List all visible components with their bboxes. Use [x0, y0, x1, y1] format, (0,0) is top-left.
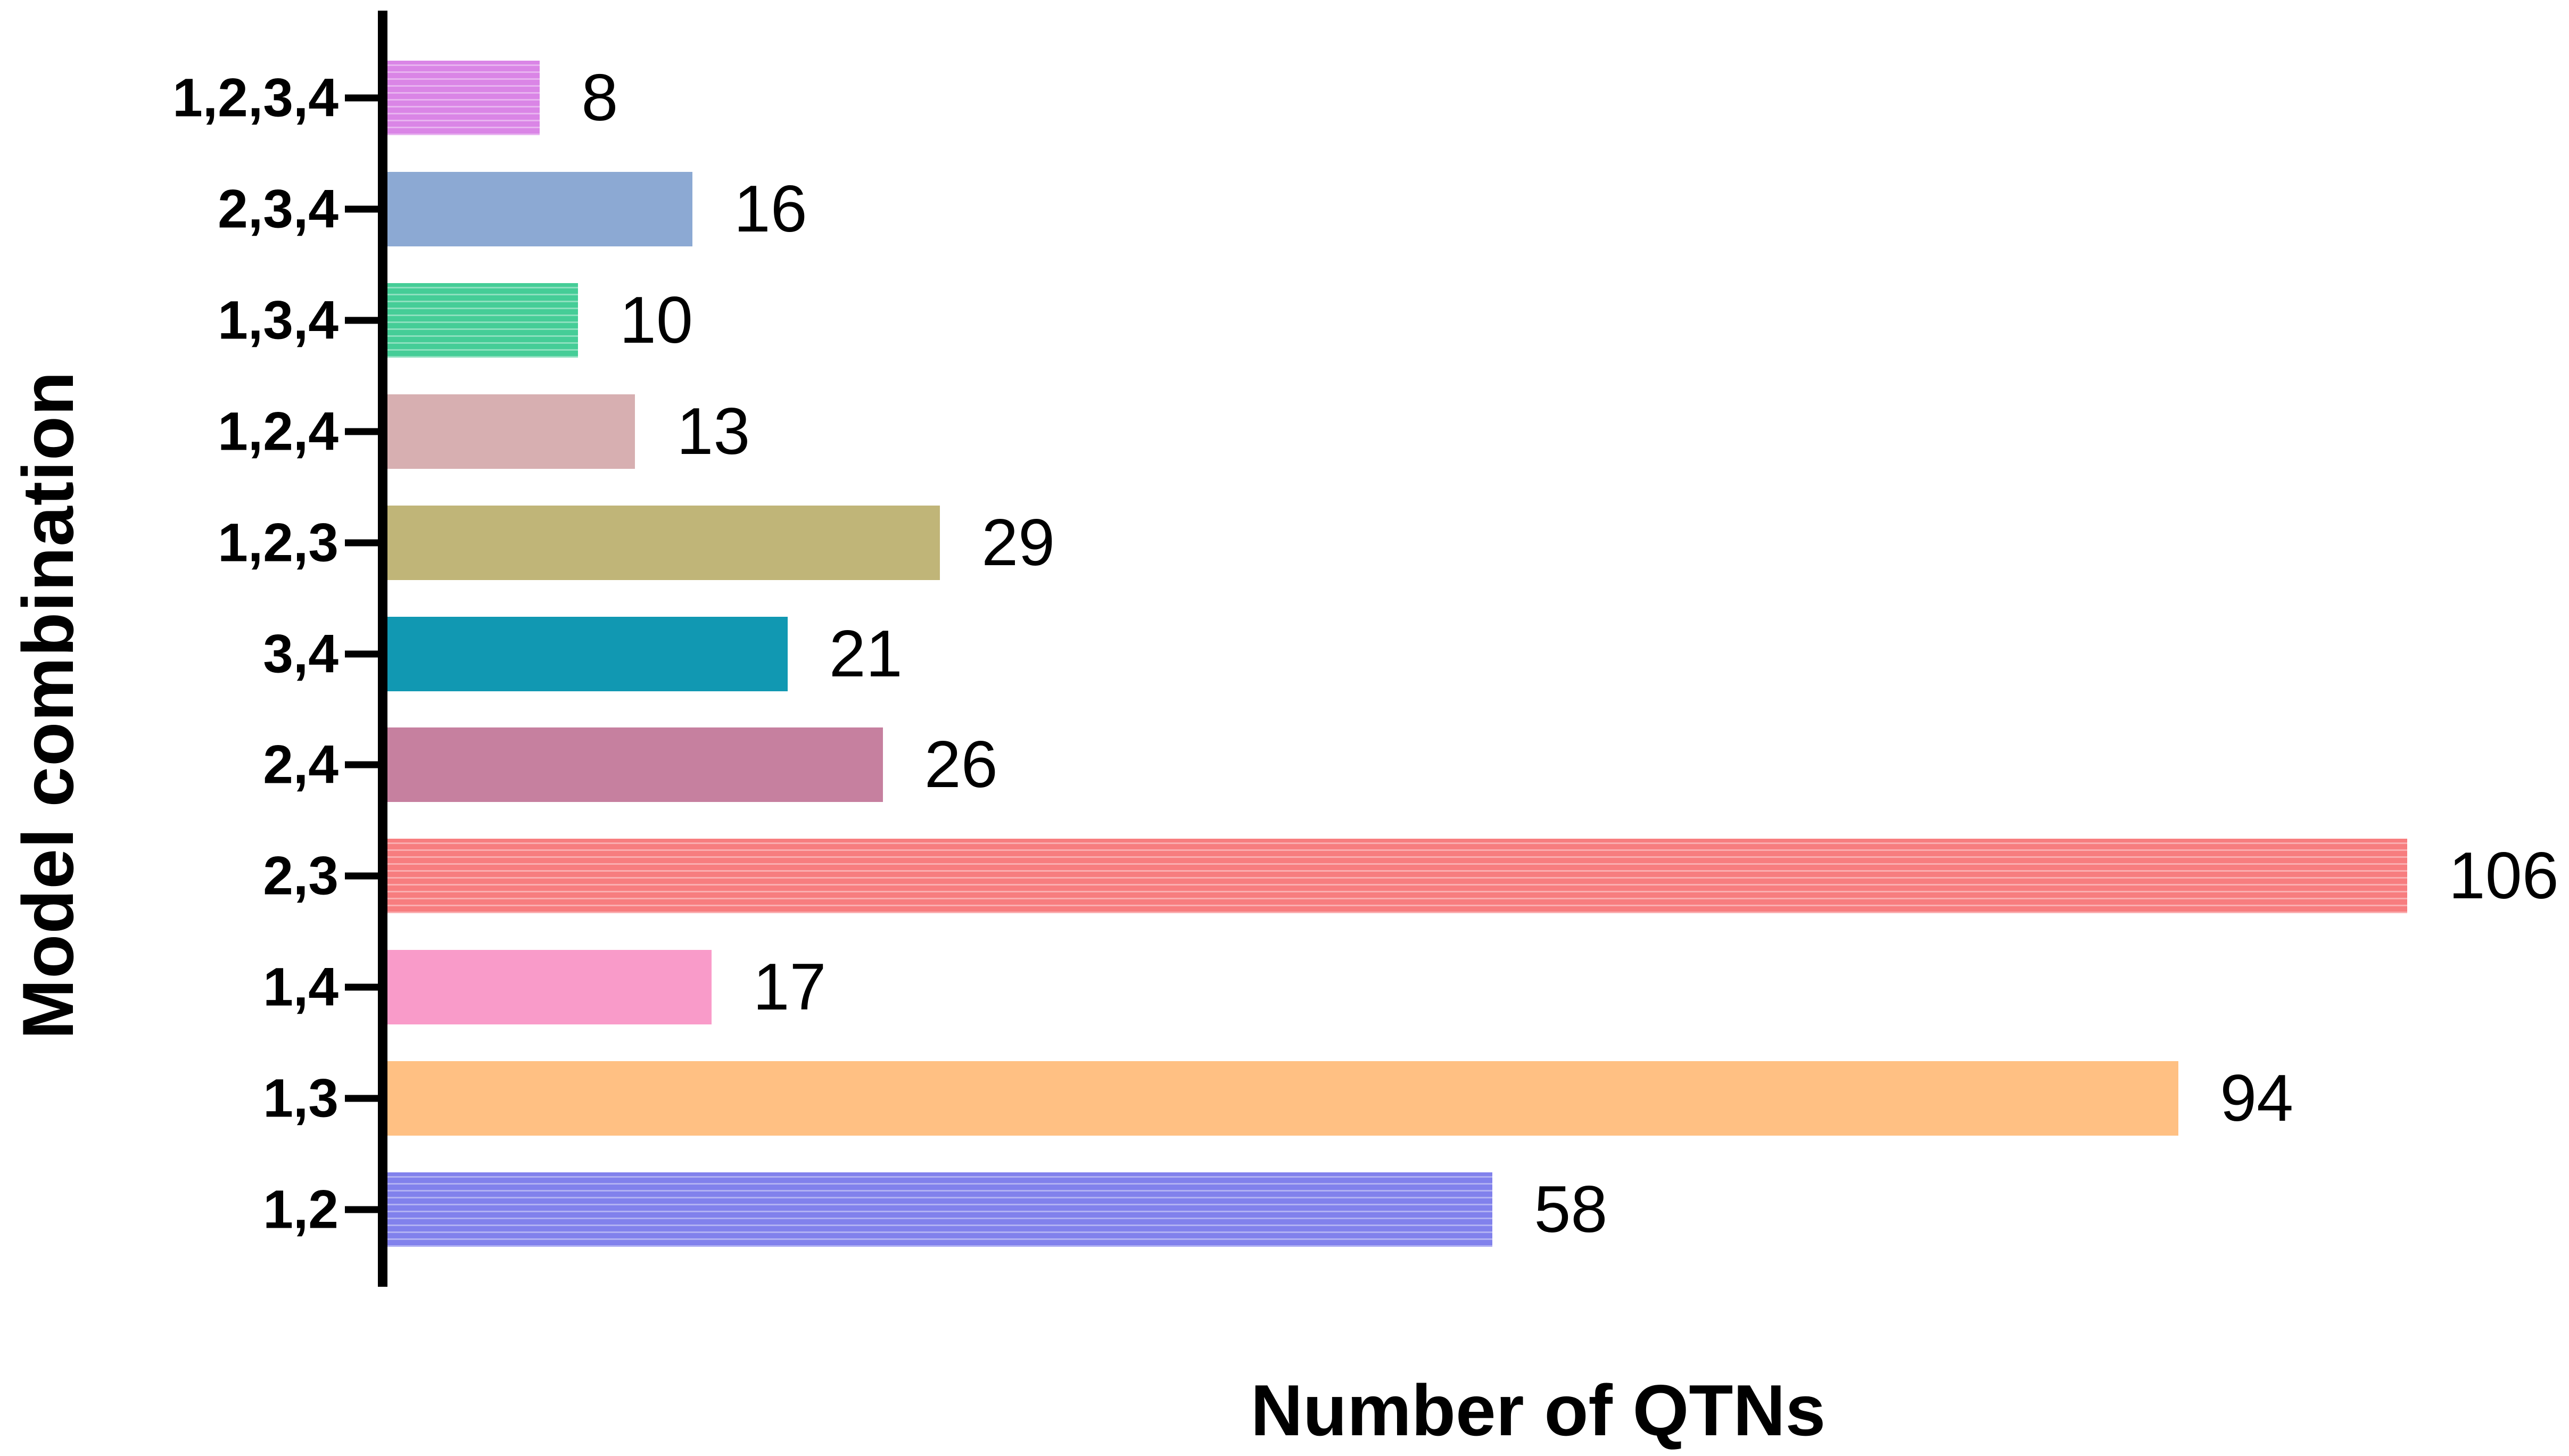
bar-row: 1,2 58	[0, 1172, 2569, 1247]
bar	[387, 1172, 1493, 1247]
bar-row: 1,2,3,4 8	[0, 61, 2569, 135]
bar-row: 3,4 21	[0, 616, 2569, 691]
y-axis-tick	[345, 872, 378, 880]
y-axis-tick	[345, 428, 378, 435]
y-axis-tick	[345, 761, 378, 768]
y-axis-tick	[345, 650, 378, 657]
y-axis-tick	[345, 983, 378, 991]
category-label: 1,3,4	[218, 289, 338, 351]
bar-row: 1,3 94	[0, 1061, 2569, 1136]
category-label: 2,4	[263, 734, 338, 795]
value-label: 17	[753, 950, 827, 1024]
bar-row: 2,3,4 16	[0, 171, 2569, 246]
y-axis-line	[378, 11, 387, 1287]
y-axis-tick	[345, 1206, 378, 1213]
category-label: 1,2	[263, 1179, 338, 1240]
bar-row: 2,3 106	[0, 839, 2569, 914]
bar	[387, 171, 692, 246]
value-label: 10	[619, 283, 693, 357]
bar-row: 1,2,3 29	[0, 505, 2569, 580]
value-label: 29	[981, 506, 1055, 580]
bar	[387, 839, 2407, 914]
bar	[387, 616, 788, 691]
y-axis-tick	[345, 539, 378, 547]
y-axis-tick	[345, 1095, 378, 1102]
value-label: 13	[676, 394, 750, 468]
bar	[387, 61, 540, 135]
y-axis-tick	[345, 205, 378, 213]
bar	[387, 950, 712, 1025]
category-label: 2,3,4	[218, 178, 338, 239]
category-label: 2,3	[263, 845, 338, 906]
bar	[387, 394, 635, 469]
value-label: 16	[733, 172, 807, 246]
value-label: 8	[581, 61, 618, 135]
bar-row: 1,3,4 10	[0, 283, 2569, 358]
bar	[387, 727, 883, 803]
bar-row: 1,2,4 13	[0, 394, 2569, 469]
bar-row: 2,4 26	[0, 727, 2569, 803]
bar-row: 1,4 17	[0, 950, 2569, 1025]
y-axis-tick	[345, 94, 378, 102]
value-label: 26	[924, 728, 998, 802]
value-label: 58	[1534, 1173, 1608, 1246]
x-axis-title: Number of QTNs	[1250, 1370, 1826, 1451]
bar	[387, 283, 578, 358]
y-axis-title: Model combination	[7, 370, 88, 1040]
category-label: 1,2,3,4	[172, 67, 338, 128]
value-label: 106	[2448, 839, 2559, 913]
value-label: 21	[829, 617, 903, 691]
category-label: 1,2,4	[218, 401, 338, 462]
bar	[387, 1061, 2179, 1136]
bar	[387, 505, 940, 580]
category-label: 1,4	[263, 956, 338, 1017]
category-label: 3,4	[263, 623, 338, 684]
value-label: 94	[2220, 1062, 2294, 1136]
category-label: 1,2,3	[218, 512, 338, 573]
category-label: 1,3	[263, 1068, 338, 1129]
y-axis-tick	[345, 317, 378, 324]
